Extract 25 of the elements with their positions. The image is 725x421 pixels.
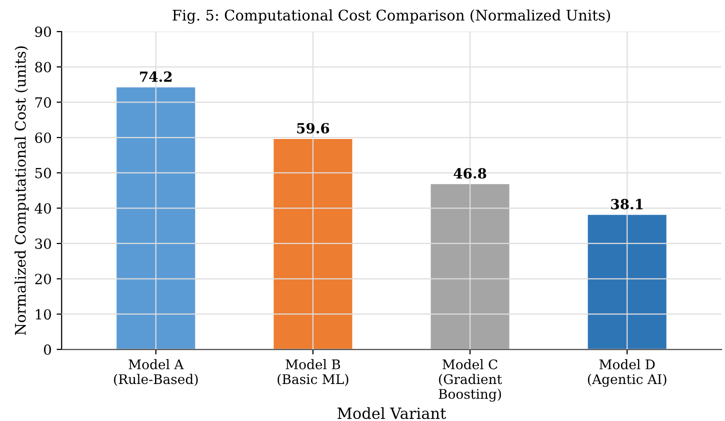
x-axis-title: Model Variant [338, 407, 446, 420]
y-axis-title: Normalized Computational Cost (units) [14, 46, 29, 336]
y-tick-label: 0 [44, 344, 51, 355]
y-tick-label: 30 [35, 238, 51, 249]
x-tick-label: Model B (Basic ML) [278, 359, 348, 386]
x-tick-label: Model C (Gradient Boosting) [438, 359, 502, 402]
bar [116, 87, 196, 350]
bar [430, 184, 510, 350]
data-label: 59.6 [297, 122, 330, 134]
y-tick-label: 60 [35, 132, 51, 143]
y-tick-label: 90 [35, 26, 51, 38]
y-tick-label: 50 [35, 168, 51, 178]
bar [274, 138, 352, 350]
chart-title: Fig. 5: Computational Cost Comparison (Normalized Units) [172, 9, 610, 24]
y-tick-label: 80 [35, 62, 51, 72]
data-label: 74.2 [140, 71, 172, 82]
y-tick-label: 10 [36, 309, 51, 320]
x-tick-label: Model D (Agentic AI) [588, 359, 666, 387]
bar [588, 214, 666, 350]
y-tick-label: 20 [35, 274, 51, 284]
y-tick-label: 40 [34, 203, 51, 214]
y-tick-label: 70 [35, 97, 51, 108]
data-label: 46.8 [454, 168, 486, 179]
data-label: 38.1 [611, 198, 643, 210]
x-tick-label: Model A (Rule-Based) [114, 359, 198, 386]
